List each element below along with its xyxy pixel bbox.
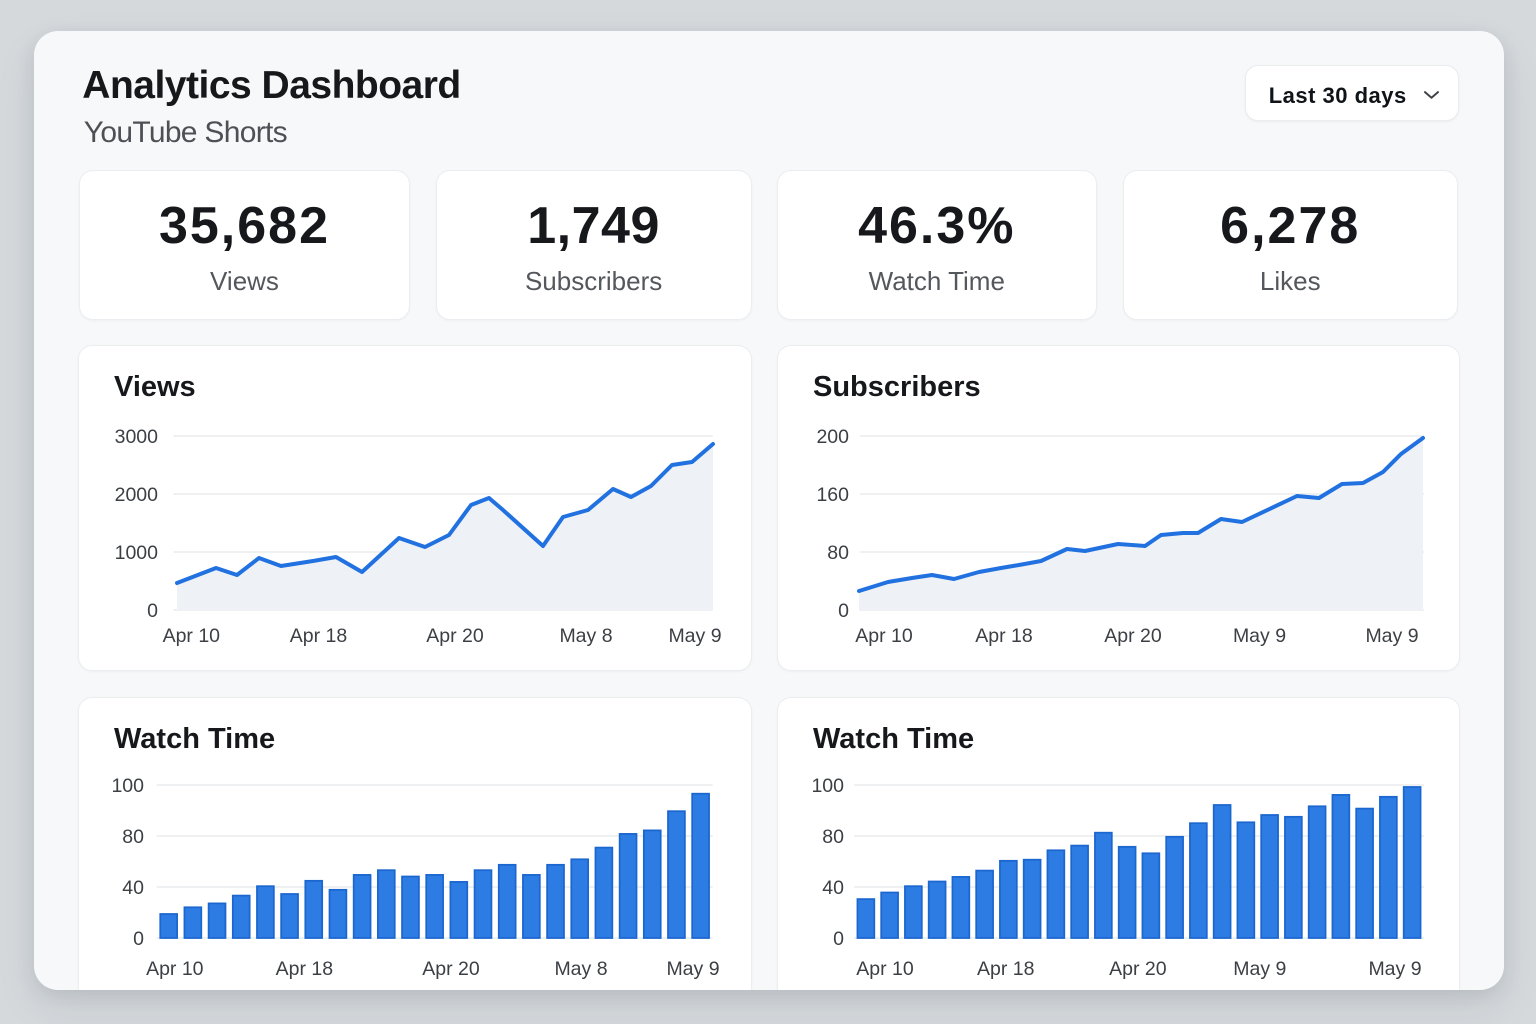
svg-text:May 9: May 9 (668, 625, 721, 647)
svg-text:Apr 10: Apr 10 (855, 625, 913, 647)
svg-text:0: 0 (833, 928, 844, 950)
svg-text:80: 80 (122, 826, 144, 848)
svg-text:May 8: May 8 (559, 625, 612, 647)
svg-text:80: 80 (822, 826, 844, 848)
svg-text:40: 40 (822, 877, 844, 899)
svg-text:Apr 10: Apr 10 (856, 958, 914, 980)
svg-text:100: 100 (111, 775, 144, 797)
svg-text:Apr 18: Apr 18 (276, 958, 333, 980)
svg-text:0: 0 (147, 600, 158, 622)
svg-text:Apr 18: Apr 18 (290, 625, 347, 647)
svg-text:2000: 2000 (115, 484, 159, 506)
svg-text:200: 200 (816, 426, 849, 448)
svg-text:160: 160 (816, 484, 849, 506)
svg-text:Apr 10: Apr 10 (146, 958, 204, 980)
svg-text:0: 0 (838, 600, 849, 622)
svg-text:Apr 10: Apr 10 (163, 625, 221, 647)
svg-text:80: 80 (827, 542, 849, 564)
svg-text:Apr 20: Apr 20 (1109, 958, 1167, 980)
svg-text:100: 100 (811, 775, 844, 797)
svg-text:May 9: May 9 (1365, 625, 1418, 647)
svg-text:May 8: May 8 (554, 958, 607, 980)
svg-text:Apr 18: Apr 18 (977, 958, 1034, 980)
svg-text:Apr 20: Apr 20 (422, 958, 480, 980)
svg-text:May 9: May 9 (1233, 625, 1286, 647)
svg-text:1000: 1000 (115, 542, 159, 564)
svg-text:3000: 3000 (115, 426, 159, 448)
svg-text:0: 0 (133, 928, 144, 950)
svg-text:Apr 18: Apr 18 (975, 625, 1032, 647)
svg-text:Apr 20: Apr 20 (426, 625, 484, 647)
svg-text:May 9: May 9 (1233, 958, 1286, 980)
svg-text:May 9: May 9 (666, 958, 719, 980)
svg-text:May 9: May 9 (1368, 958, 1421, 980)
svg-text:Apr 20: Apr 20 (1104, 625, 1162, 647)
svg-text:40: 40 (122, 877, 144, 899)
